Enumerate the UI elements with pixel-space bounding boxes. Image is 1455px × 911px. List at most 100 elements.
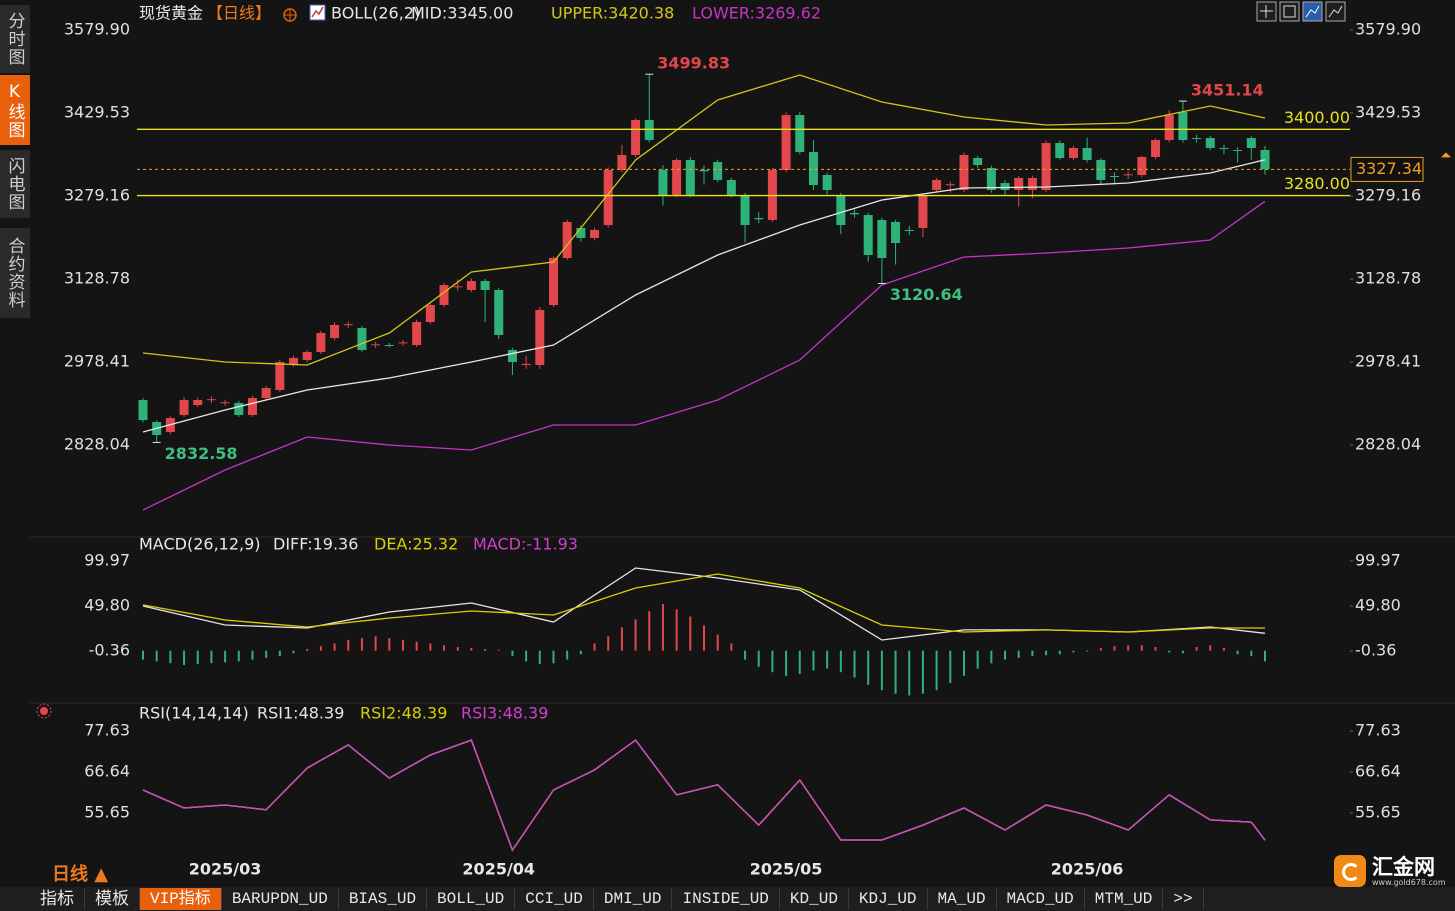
macd-bar — [757, 650, 760, 667]
macd-bar — [470, 647, 473, 651]
indicator-line — [142, 200, 1266, 511]
candle-body — [1233, 150, 1243, 152]
macd-bar — [593, 643, 596, 651]
macd-bar — [142, 650, 144, 660]
tab[interactable]: BARUPDN_UD — [222, 888, 339, 910]
y-tick-label: 3128.78 — [64, 269, 130, 288]
macd-bar — [169, 650, 172, 664]
sidebar-tab[interactable]: 闪电图 — [0, 150, 30, 218]
macd-bar — [839, 650, 842, 673]
candle-body — [330, 324, 340, 339]
candle-body — [904, 229, 914, 231]
toolbar-icons[interactable] — [1256, 1, 1346, 22]
candle-body — [1151, 140, 1161, 158]
candle-body — [1178, 112, 1188, 141]
tab[interactable]: 模板 — [85, 888, 140, 910]
candle-body — [644, 120, 654, 141]
sidebar-tab[interactable]: 合约资料 — [0, 228, 30, 318]
macd-bar — [538, 650, 541, 665]
candle-body — [932, 179, 942, 190]
macd-bar — [853, 650, 856, 678]
macd-bar — [374, 636, 377, 651]
y-tick-label: 2978.41 — [1355, 352, 1421, 371]
tab[interactable]: INSIDE_UD — [672, 888, 780, 910]
indicator-name: BOLL(26,2) — [331, 4, 420, 23]
sidebar-tab[interactable]: 分时图 — [0, 5, 30, 73]
macd-bar — [333, 643, 336, 651]
y-tick-label: 77.63 — [84, 720, 130, 739]
candle-body — [302, 352, 312, 361]
logo-name: 汇金网 — [1372, 854, 1435, 879]
macd-bar — [935, 650, 938, 691]
candle-body — [822, 175, 832, 190]
candle-body — [850, 212, 860, 215]
candle-body — [453, 286, 463, 288]
candle-body — [179, 399, 189, 416]
tab[interactable]: 指标 — [30, 888, 85, 910]
add-icon[interactable] — [283, 8, 297, 22]
macd-bar — [1017, 650, 1020, 658]
logo: 汇金网 www.gold678.com — [1334, 855, 1446, 887]
tab[interactable]: MACD_UD — [997, 888, 1085, 910]
legend-entry: RSI2:48.39 — [360, 704, 447, 723]
macd-bar — [1045, 650, 1048, 656]
x-tick-label: 2025/03 — [189, 860, 262, 879]
macd-bar — [689, 616, 692, 651]
y-tick-label: 99.97 — [84, 551, 130, 570]
period-title: 【日线】 — [207, 4, 271, 23]
y-tick-label: 55.65 — [84, 802, 130, 821]
indicator-line — [142, 739, 1266, 852]
period-label[interactable]: 日线 ▲ — [52, 864, 109, 885]
legend-entry: MACD:-11.93 — [473, 535, 578, 554]
candle-body — [234, 403, 244, 416]
candle-body — [1137, 157, 1147, 176]
candle-body — [603, 169, 613, 226]
macd-bar — [196, 650, 199, 665]
y-tick-label: 3279.16 — [1355, 186, 1421, 205]
macd-bar — [525, 650, 528, 662]
macd-bar — [1004, 650, 1007, 660]
candle-body — [590, 229, 600, 238]
macd-bar — [292, 650, 295, 654]
candle-body — [877, 219, 887, 259]
candle-body — [713, 161, 723, 180]
macd-bar — [1250, 650, 1253, 657]
candle-body — [1205, 138, 1215, 149]
macd-bar — [552, 650, 555, 664]
candle-body — [548, 258, 558, 306]
macd-bar — [949, 650, 952, 683]
tab[interactable]: KD_UD — [780, 888, 849, 910]
tab[interactable]: MTM_UD — [1085, 888, 1164, 910]
tab-bar: 指标 模板 VIP指标 BARUPDN_UD BIAS_UD BOLL_UD CCI_UD D… — [0, 887, 1455, 911]
candle-body — [808, 151, 818, 186]
macd-bar — [867, 650, 870, 685]
candle-body — [1109, 176, 1119, 178]
macd-bar — [251, 650, 254, 660]
tab[interactable]: >> — [1163, 888, 1204, 910]
candle-body — [617, 155, 627, 170]
candle-body — [986, 167, 996, 190]
macd-bar — [1154, 647, 1157, 651]
tab[interactable]: BOLL_UD — [427, 888, 516, 910]
tab[interactable]: CCI_UD — [515, 888, 594, 910]
macd-bar — [908, 650, 911, 696]
macd-bar — [1113, 646, 1116, 651]
candle-body — [371, 344, 381, 346]
tab[interactable]: DMI_UD — [594, 888, 673, 910]
macd-bar — [210, 650, 213, 664]
macd-bar — [744, 650, 747, 660]
tab[interactable]: BIAS_UD — [339, 888, 428, 910]
tab[interactable]: MA_UD — [928, 888, 997, 910]
candle-body — [726, 179, 736, 195]
price-level-label: 3280.00 — [1284, 174, 1350, 193]
y-tick-label: 2978.41 — [64, 352, 130, 371]
sidebar-tab[interactable]: K线图 — [0, 75, 30, 145]
candle-body — [466, 280, 476, 290]
tab[interactable]: VIP指标 — [140, 888, 222, 910]
candle-body — [1000, 183, 1010, 190]
indicator-icon[interactable] — [309, 4, 326, 21]
candle-body — [945, 184, 955, 186]
tab[interactable]: KDJ_UD — [849, 888, 928, 910]
legend-entry: RSI3:48.39 — [461, 704, 548, 723]
